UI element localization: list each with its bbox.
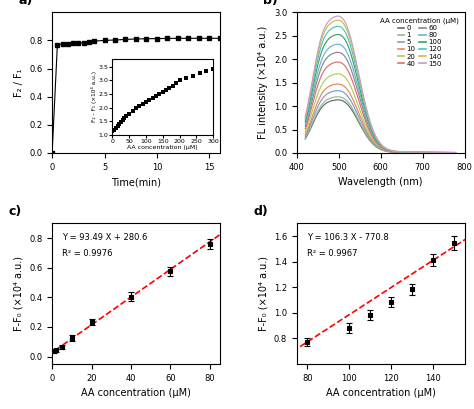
Text: Y = 106.3 X - 770.8: Y = 106.3 X - 770.8 — [307, 233, 389, 242]
Text: Y = 93.49 X + 280.6: Y = 93.49 X + 280.6 — [62, 233, 147, 242]
X-axis label: AA concentration (μM): AA concentration (μM) — [326, 388, 436, 398]
Text: a): a) — [18, 0, 33, 7]
Legend: 0, 1, 5, 10, 20, 40, 60, 80, 100, 120, 140, 150: 0, 1, 5, 10, 20, 40, 60, 80, 100, 120, 1… — [378, 16, 461, 69]
Text: R² = 0.9967: R² = 0.9967 — [307, 249, 357, 258]
Text: d): d) — [253, 205, 268, 218]
Text: c): c) — [9, 205, 22, 218]
X-axis label: Time(min): Time(min) — [111, 177, 161, 187]
Y-axis label: F-F₀ (×10⁴ a.u.): F-F₀ (×10⁴ a.u.) — [258, 256, 268, 331]
Y-axis label: F-F₀ (×10⁴ a.u.): F-F₀ (×10⁴ a.u.) — [14, 256, 24, 331]
X-axis label: Wavelength (nm): Wavelength (nm) — [338, 177, 423, 187]
X-axis label: AA concentration (μM): AA concentration (μM) — [81, 388, 191, 398]
Y-axis label: F₂ / F₁: F₂ / F₁ — [14, 68, 24, 97]
Text: R² = 0.9976: R² = 0.9976 — [62, 249, 113, 258]
Text: b): b) — [264, 0, 278, 7]
Y-axis label: FL intensity (×10⁴ a.u.): FL intensity (×10⁴ a.u.) — [258, 26, 268, 139]
